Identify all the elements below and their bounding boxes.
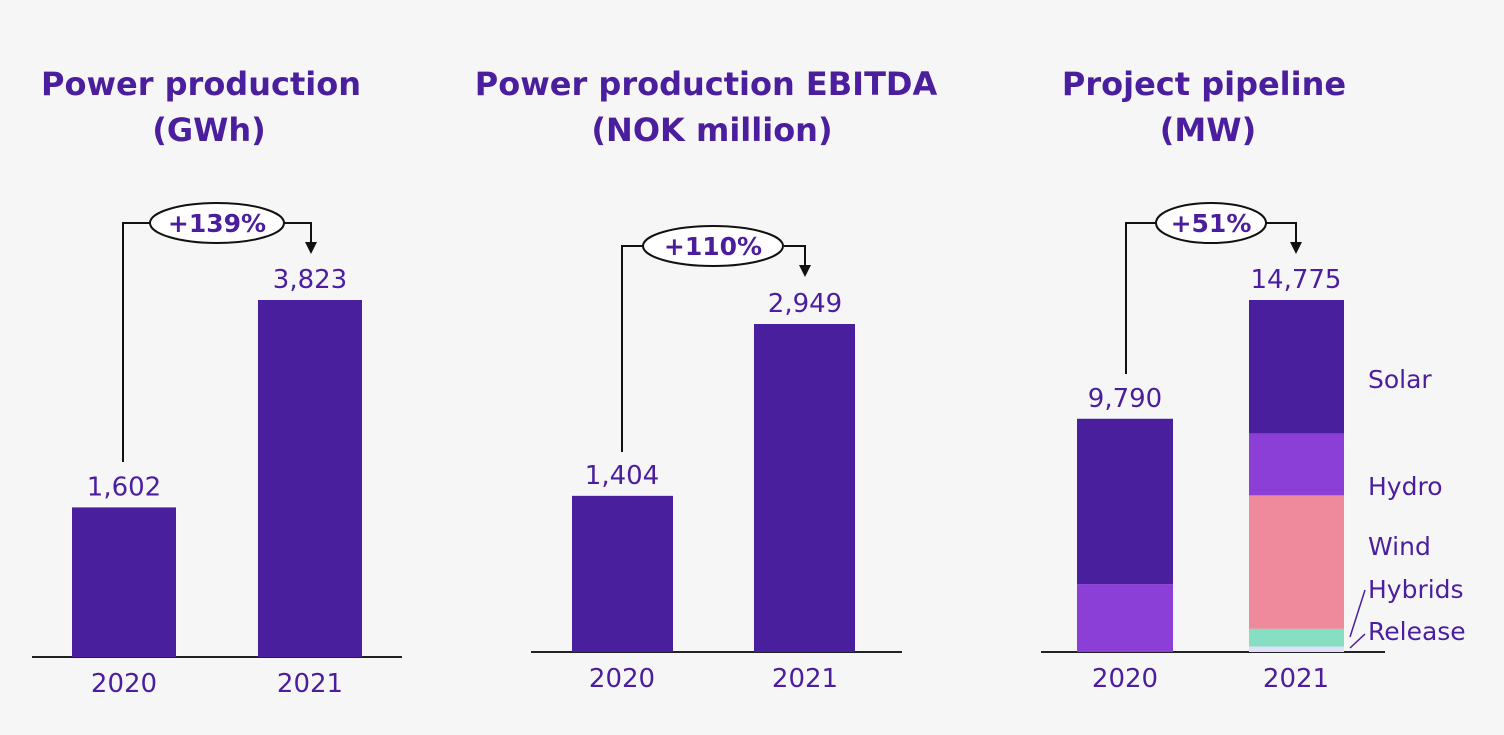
panel-3-title-line-2: (MW) [1160, 111, 1256, 149]
panel-2-title-line-2: (NOK million) [591, 111, 832, 149]
panel-3-label-wind: Wind [1368, 532, 1431, 561]
panel-project-pipeline: Project pipeline (MW) 9,790 14,775 2020 … [1041, 65, 1466, 694]
panel-3-bar-2021-solar [1249, 300, 1344, 434]
panel-2-value-label-2020: 1,404 [585, 461, 659, 491]
panel-1-value-label-2020: 1,602 [87, 472, 161, 502]
panel-3-growth-badge [1155, 202, 1267, 244]
panel-3-category-2020: 2020 [1092, 664, 1158, 694]
panel-3-label-solar: Solar [1368, 365, 1432, 394]
panel-2-title-line-1: Power production EBITDA [475, 65, 938, 103]
panel-3-label-hydro: Hydro [1368, 472, 1443, 501]
panel-2-category-2021: 2021 [772, 664, 838, 694]
panel-1-growth-connector [122, 222, 311, 462]
panel-2-bar-2020 [572, 495, 673, 652]
panel-3-growth-connector [1125, 222, 1296, 374]
panel-1-value-label-2021: 3,823 [273, 265, 347, 295]
panel-2-growth-badge [642, 225, 784, 267]
panel-2-value-label-2021: 2,949 [768, 289, 842, 319]
panel-3-label-release: Release [1368, 617, 1466, 646]
panel-3-growth-label: +51% [1171, 209, 1252, 238]
panel-3-value-label-2020: 9,790 [1088, 384, 1162, 414]
panel-1-category-2020: 2020 [91, 669, 157, 699]
panel-3-bar-2021-hybrids [1249, 628, 1344, 647]
panel-1-growth-badge [149, 202, 285, 244]
panel-3-value-label-2021: 14,775 [1251, 265, 1342, 295]
panel-3-bar-2021-release [1249, 646, 1344, 652]
panel-3-hybrids-leader-line [1349, 589, 1366, 638]
panel-1-title-line-1: Power production [41, 65, 361, 103]
panel-2-growth-connector [621, 245, 805, 452]
panel-3-bar-2020-solar [1077, 418, 1173, 585]
panel-1-growth-label: +139% [168, 209, 266, 238]
panel-3-title-line-1: Project pipeline [1062, 65, 1346, 103]
panel-1-title-line-2: (GWh) [152, 111, 266, 149]
panel-3-label-hybrids: Hybrids [1368, 575, 1464, 604]
panel-1-bar-2021 [258, 300, 362, 657]
panel-3-release-leader-line [1349, 633, 1366, 649]
panel-2-growth-label: +110% [664, 232, 762, 261]
panel-power-production: Power production (GWh) 1,602 3,823 2020 … [32, 65, 402, 699]
panel-ebitda: Power production EBITDA (NOK million) 1,… [475, 65, 938, 694]
panel-3-bar-2021-hydro [1249, 433, 1344, 496]
panel-3-bar-2021-wind [1249, 495, 1344, 629]
panel-1-bar-2020 [72, 507, 176, 657]
panel-3-bar-2020-hydro [1077, 584, 1173, 652]
panel-3-category-2021: 2021 [1263, 664, 1329, 694]
panel-2-bar-2021 [754, 324, 855, 652]
panel-2-category-2020: 2020 [589, 664, 655, 694]
panel-1-category-2021: 2021 [277, 669, 343, 699]
